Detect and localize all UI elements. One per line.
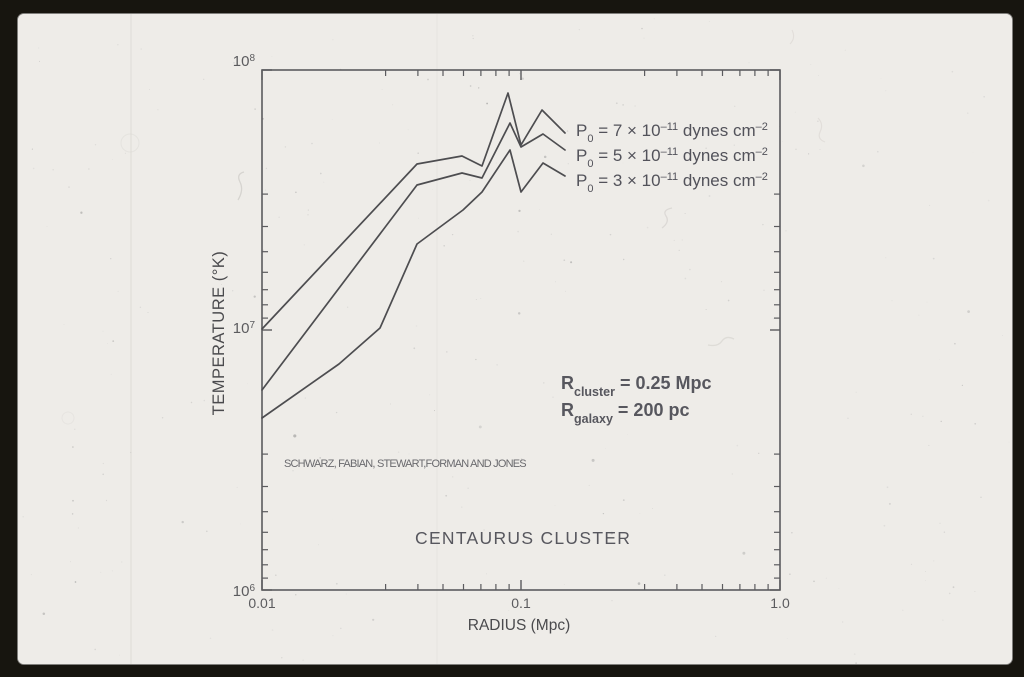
svg-text:0.01: 0.01 [248, 595, 275, 611]
svg-text:TEMPERATURE (°K): TEMPERATURE (°K) [210, 251, 228, 416]
svg-text:RADIUS (Mpc): RADIUS (Mpc) [468, 617, 570, 634]
svg-text:1.0: 1.0 [770, 595, 790, 611]
svg-text:0.1: 0.1 [511, 595, 531, 611]
svg-text:SCHWARZ, FABIAN, STEWART,FORMA: SCHWARZ, FABIAN, STEWART,FORMAN AND JONE… [284, 458, 526, 470]
svg-text:CENTAURUS CLUSTER: CENTAURUS CLUSTER [415, 528, 631, 548]
